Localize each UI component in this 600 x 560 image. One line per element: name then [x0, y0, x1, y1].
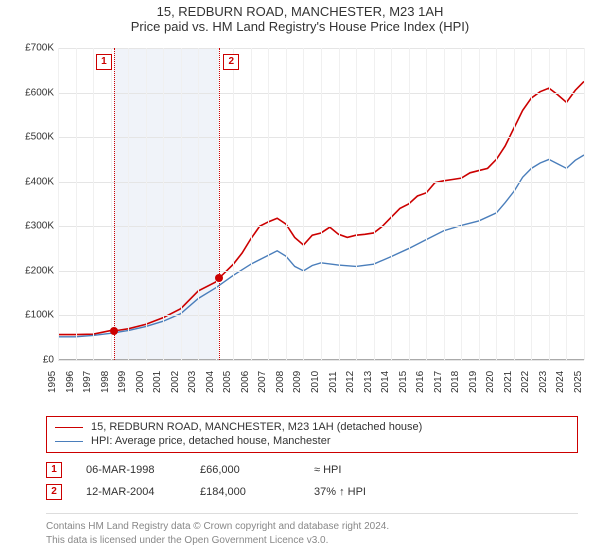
pin-dot-2	[215, 274, 223, 282]
y-tick-label: £200K	[10, 265, 58, 276]
x-tick-label: 2012	[345, 371, 356, 393]
x-tick-label: 2003	[187, 371, 198, 393]
sale-price-1: £66,000	[200, 464, 290, 476]
x-tick-label: 2022	[520, 371, 531, 393]
x-tick-label: 2000	[135, 371, 146, 393]
y-tick-label: £500K	[10, 132, 58, 143]
legend-item-price-paid: 15, REDBURN ROAD, MANCHESTER, M23 1AH (d…	[55, 420, 569, 434]
pin-line-2	[219, 48, 220, 360]
legend-label-price-paid: 15, REDBURN ROAD, MANCHESTER, M23 1AH (d…	[91, 421, 422, 433]
attribution: Contains HM Land Registry data © Crown c…	[46, 513, 578, 547]
sale-delta-2: 37% ↑ HPI	[314, 486, 404, 498]
table-row: 1 06-MAR-1998 £66,000 ≈ HPI	[46, 459, 578, 481]
x-tick-label: 2001	[152, 371, 163, 393]
x-tick-label: 2008	[275, 371, 286, 393]
pin-dot-1	[110, 327, 118, 335]
sale-date-1: 06-MAR-1998	[86, 464, 176, 476]
legend-label-hpi: HPI: Average price, detached house, Manc…	[91, 435, 331, 447]
x-tick-label: 2010	[310, 371, 321, 393]
sale-price-2: £184,000	[200, 486, 290, 498]
x-tick-label: 2014	[380, 371, 391, 393]
legend: 15, REDBURN ROAD, MANCHESTER, M23 1AH (d…	[46, 416, 578, 453]
legend-item-hpi: HPI: Average price, detached house, Manc…	[55, 434, 569, 448]
x-tick-label: 2025	[573, 371, 584, 393]
x-tick-label: 2015	[398, 371, 409, 393]
y-tick-label: £0	[10, 355, 58, 366]
y-tick-label: £400K	[10, 176, 58, 187]
x-tick-label: 2006	[240, 371, 251, 393]
attribution-line-1: Contains HM Land Registry data © Crown c…	[46, 520, 578, 534]
x-tick-label: 1996	[64, 371, 75, 393]
x-tick-label: 1998	[99, 371, 110, 393]
sale-delta-1: ≈ HPI	[314, 464, 404, 476]
page-subtitle: Price paid vs. HM Land Registry's House …	[0, 19, 600, 34]
y-tick-label: £100K	[10, 310, 58, 321]
x-tick-label: 2019	[468, 371, 479, 393]
x-tick-label: 2013	[362, 371, 373, 393]
legend-swatch-price-paid	[55, 427, 83, 428]
x-tick-label: 2023	[538, 371, 549, 393]
x-tick-label: 2020	[485, 371, 496, 393]
x-tick-label: 2018	[450, 371, 461, 393]
x-tick-label: 2004	[205, 371, 216, 393]
pin-line-1	[114, 48, 115, 360]
page-title-address: 15, REDBURN ROAD, MANCHESTER, M23 1AH	[0, 0, 600, 19]
sale-date-2: 12-MAR-2004	[86, 486, 176, 498]
pin-badge-2: 2	[46, 484, 62, 500]
x-tick-label: 1999	[117, 371, 128, 393]
x-tick-label: 2016	[415, 371, 426, 393]
pin-box-1: 1	[96, 54, 112, 70]
y-tick-label: £300K	[10, 221, 58, 232]
x-tick-label: 2011	[328, 371, 339, 393]
x-tick-label: 2009	[292, 371, 303, 393]
sales-table: 1 06-MAR-1998 £66,000 ≈ HPI 2 12-MAR-200…	[46, 459, 578, 503]
pin-box-2: 2	[223, 54, 239, 70]
legend-swatch-hpi	[55, 441, 83, 442]
x-tick-label: 1995	[47, 371, 58, 393]
x-tick-label: 1997	[82, 371, 93, 393]
x-tick-label: 2017	[433, 371, 444, 393]
x-tick-label: 2002	[170, 371, 181, 393]
x-tick-label: 2021	[503, 371, 514, 393]
y-tick-label: £700K	[10, 43, 58, 54]
attribution-line-2: This data is licensed under the Open Gov…	[46, 534, 578, 548]
x-tick-label: 2007	[257, 371, 268, 393]
y-tick-label: £600K	[10, 87, 58, 98]
x-tick-label: 2005	[222, 371, 233, 393]
table-row: 2 12-MAR-2004 £184,000 37% ↑ HPI	[46, 481, 578, 503]
pin-badge-1: 1	[46, 462, 62, 478]
x-tick-label: 2024	[555, 371, 566, 393]
price-chart: £0 £100K £200K £300K £400K £500K £600K £700K 199…	[10, 40, 590, 410]
